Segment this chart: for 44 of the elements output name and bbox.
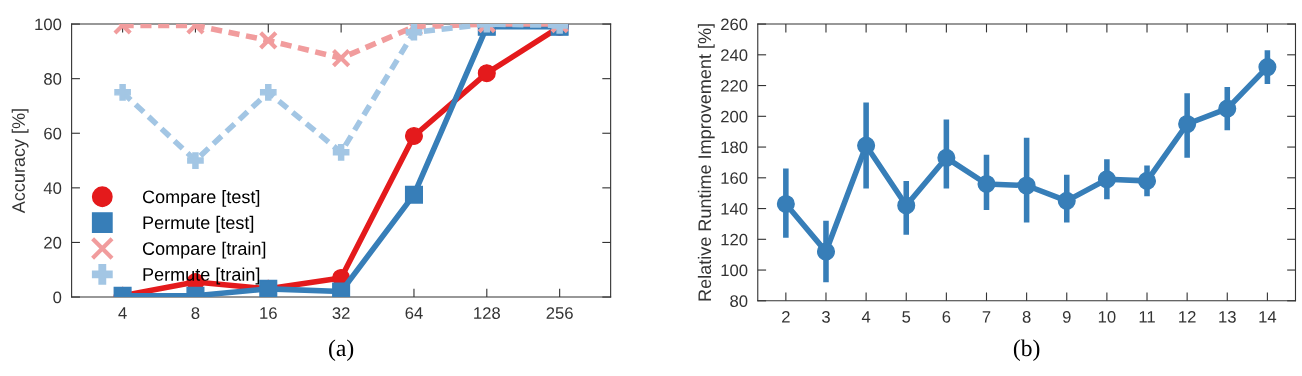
y-tick-label: 100 bbox=[35, 18, 62, 31]
y-tick-label: 240 bbox=[721, 49, 748, 62]
y-tick-label: 220 bbox=[721, 79, 748, 92]
x-tick-label: 128 bbox=[474, 307, 500, 319]
legend-label: Permute [test] bbox=[143, 215, 254, 233]
x-tick-label: 16 bbox=[260, 307, 277, 319]
y-tick-label: 80 bbox=[44, 73, 62, 85]
y-tick-label: 180 bbox=[721, 141, 748, 154]
x-tick-label: 2 bbox=[782, 310, 790, 323]
legend-label: Compare [test] bbox=[142, 189, 260, 207]
x-tick-label: 5 bbox=[902, 311, 911, 323]
x-tick-label: 14 bbox=[1259, 311, 1277, 323]
x-tick-label: 256 bbox=[546, 307, 573, 319]
legend-label: Permute [train] bbox=[143, 267, 260, 285]
y-tick-label: 0 bbox=[53, 291, 62, 304]
x-tick-label: 11 bbox=[1139, 311, 1155, 323]
y-tick-label: 160 bbox=[721, 172, 748, 185]
x-tick-label: 6 bbox=[942, 310, 951, 323]
y-tick-label: 100 bbox=[721, 264, 748, 277]
y-tick-label: 120 bbox=[721, 233, 748, 246]
x-tick-label: 4 bbox=[118, 307, 127, 319]
x-tick-label: 8 bbox=[1022, 310, 1031, 323]
x-tick-label: 13 bbox=[1219, 310, 1236, 323]
y-axis-title: Relative Runtime Improvement [%] bbox=[697, 24, 715, 301]
x-tick-label: 9 bbox=[1062, 310, 1071, 323]
y-tick-label: 200 bbox=[721, 110, 748, 123]
text: (a) bbox=[329, 339, 354, 361]
x-tick-label: 7 bbox=[982, 311, 991, 323]
x-tick-label: 10 bbox=[1098, 310, 1116, 323]
x-tick-label: 4 bbox=[861, 311, 871, 323]
y-axis-title: Accuracy [%] bbox=[11, 109, 29, 214]
x-tick-label: 64 bbox=[405, 307, 423, 319]
y-tick-label: 60 bbox=[44, 127, 62, 140]
y-tick-label: 20 bbox=[44, 236, 62, 249]
x-tick-label: 3 bbox=[821, 310, 830, 323]
x-tick-label: 12 bbox=[1179, 310, 1196, 323]
y-tick-label: 140 bbox=[721, 202, 748, 215]
x-tick-label: 32 bbox=[332, 307, 350, 319]
y-tick-label: 260 bbox=[721, 18, 748, 31]
y-tick-label: 80 bbox=[730, 295, 748, 307]
legend-label: Compare [train] bbox=[142, 241, 266, 259]
y-tick-label: 40 bbox=[43, 182, 62, 195]
x-tick-label: 8 bbox=[191, 307, 200, 319]
text: (b) bbox=[1013, 339, 1040, 361]
